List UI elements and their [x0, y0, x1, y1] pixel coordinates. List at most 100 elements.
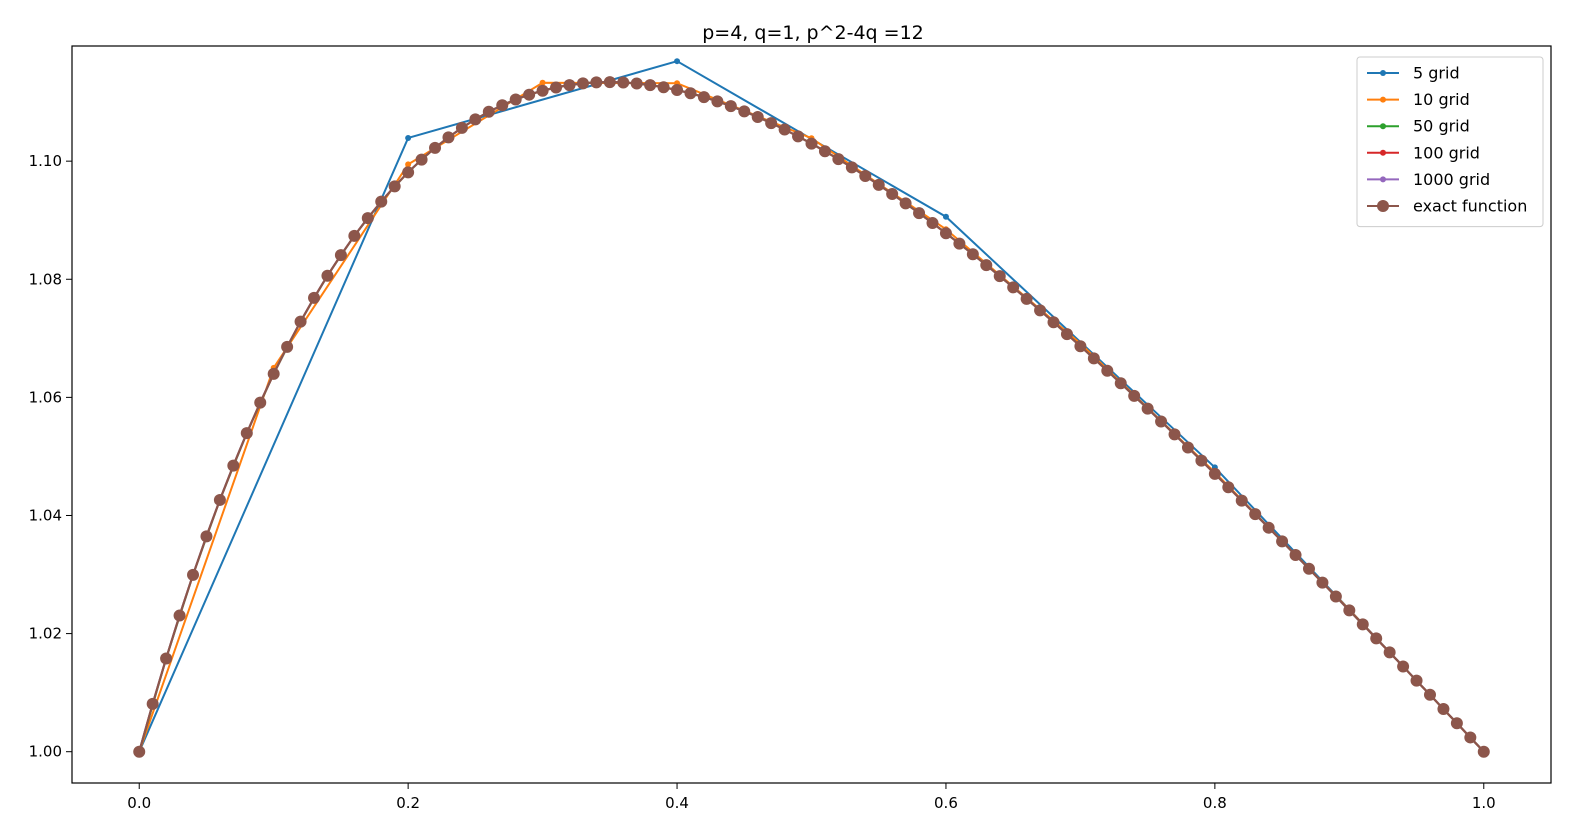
series-line — [138, 60, 1485, 753]
data-point — [1007, 281, 1020, 294]
legend-label: 5 grid — [1413, 64, 1460, 83]
data-point — [496, 99, 509, 112]
data-point — [1410, 674, 1423, 687]
data-point — [227, 459, 240, 472]
series-line — [138, 81, 1485, 753]
chart-title: p=4, q=1, p^2-4q =12 — [702, 22, 924, 44]
data-point — [539, 79, 546, 86]
data-point — [405, 161, 412, 168]
data-point — [644, 79, 657, 92]
data-point — [1423, 688, 1436, 701]
data-point — [1437, 702, 1450, 715]
data-point — [1047, 316, 1060, 329]
data-point — [429, 141, 442, 154]
legend-entry: 5 grid — [1367, 64, 1460, 83]
series-line — [138, 81, 1485, 753]
data-point — [899, 197, 912, 210]
data-point — [1208, 467, 1221, 480]
axes: 0.0 0.2 0.4 0.6 0.8 1.0 1.00 1.02 1.04 1.06 1.08 1.… — [29, 45, 1552, 812]
data-point — [1181, 441, 1194, 454]
data-point — [294, 315, 307, 328]
legend-entry: 50 grid — [1367, 117, 1470, 136]
data-point — [375, 195, 388, 208]
data-point — [1020, 292, 1033, 305]
series-line — [138, 81, 1485, 753]
data-point — [792, 130, 805, 143]
axes-frame — [71, 45, 1552, 784]
legend-label: 100 grid — [1413, 143, 1480, 162]
y-tick-label: 1.08 — [29, 270, 62, 288]
y-tick-label: 1.00 — [29, 743, 62, 761]
legend-label: 50 grid — [1413, 117, 1470, 136]
data-point — [724, 100, 737, 113]
legend: 5 grid 10 grid 50 grid 100 grid 1000 grid exa… — [1356, 56, 1544, 228]
data-point — [1464, 731, 1477, 744]
legend-swatch-marker — [1377, 200, 1389, 212]
data-point — [173, 609, 186, 622]
data-point — [482, 105, 495, 118]
series-10-grid — [136, 79, 1487, 755]
y-tick-label: 1.02 — [29, 625, 62, 643]
x-tick-label: 0.8 — [1203, 794, 1227, 812]
series-5-grid — [136, 58, 1487, 755]
data-point — [442, 131, 455, 144]
data-point — [1450, 717, 1463, 730]
data-point — [415, 153, 428, 166]
data-point — [213, 493, 226, 506]
data-point — [1087, 352, 1100, 365]
data-point — [818, 145, 831, 158]
data-point — [939, 227, 952, 240]
data-point — [550, 81, 563, 94]
x-tick-label: 1.0 — [1472, 794, 1496, 812]
legend-swatch-marker — [1380, 149, 1386, 156]
data-point — [671, 84, 684, 97]
data-point — [1370, 632, 1383, 645]
series-50-grid — [136, 79, 1487, 755]
data-point — [872, 178, 885, 191]
data-point — [832, 153, 845, 166]
data-point — [563, 79, 576, 92]
data-point — [321, 269, 334, 282]
data-point — [913, 207, 926, 220]
data-point — [1155, 415, 1168, 428]
x-tick-label: 0.4 — [665, 794, 689, 812]
legend-box — [1356, 56, 1544, 228]
data-point — [523, 88, 536, 101]
data-point — [697, 91, 710, 104]
data-point — [980, 259, 993, 272]
data-point — [942, 213, 949, 220]
data-point — [966, 248, 979, 261]
data-point — [1074, 340, 1087, 353]
data-point — [1477, 745, 1490, 758]
series-line — [138, 81, 1485, 753]
data-point — [738, 105, 751, 118]
data-point — [1128, 389, 1141, 402]
data-point — [1262, 521, 1275, 534]
legend-swatch-marker — [1380, 123, 1386, 130]
data-point — [1316, 576, 1329, 589]
data-point — [1060, 328, 1073, 341]
legend-label: 1000 grid — [1413, 170, 1490, 189]
x-tick-label: 0.6 — [934, 794, 958, 812]
data-point — [953, 237, 966, 250]
data-point — [388, 180, 401, 193]
data-point — [402, 166, 415, 179]
data-point — [469, 113, 482, 126]
data-point — [308, 291, 321, 304]
series-exact-function — [133, 76, 1490, 758]
data-point — [348, 229, 361, 242]
y-tick-label: 1.04 — [29, 506, 62, 524]
data-point — [1249, 508, 1262, 521]
legend-entry: 1000 grid — [1367, 170, 1490, 189]
data-point — [1101, 364, 1114, 377]
data-point — [146, 697, 159, 710]
data-point — [160, 652, 173, 665]
data-point — [778, 123, 791, 136]
data-point — [805, 137, 818, 150]
data-point — [133, 745, 146, 758]
data-point — [361, 212, 374, 225]
series-layer — [133, 58, 1490, 758]
legend-swatch-marker — [1380, 176, 1386, 183]
data-point — [603, 76, 616, 89]
